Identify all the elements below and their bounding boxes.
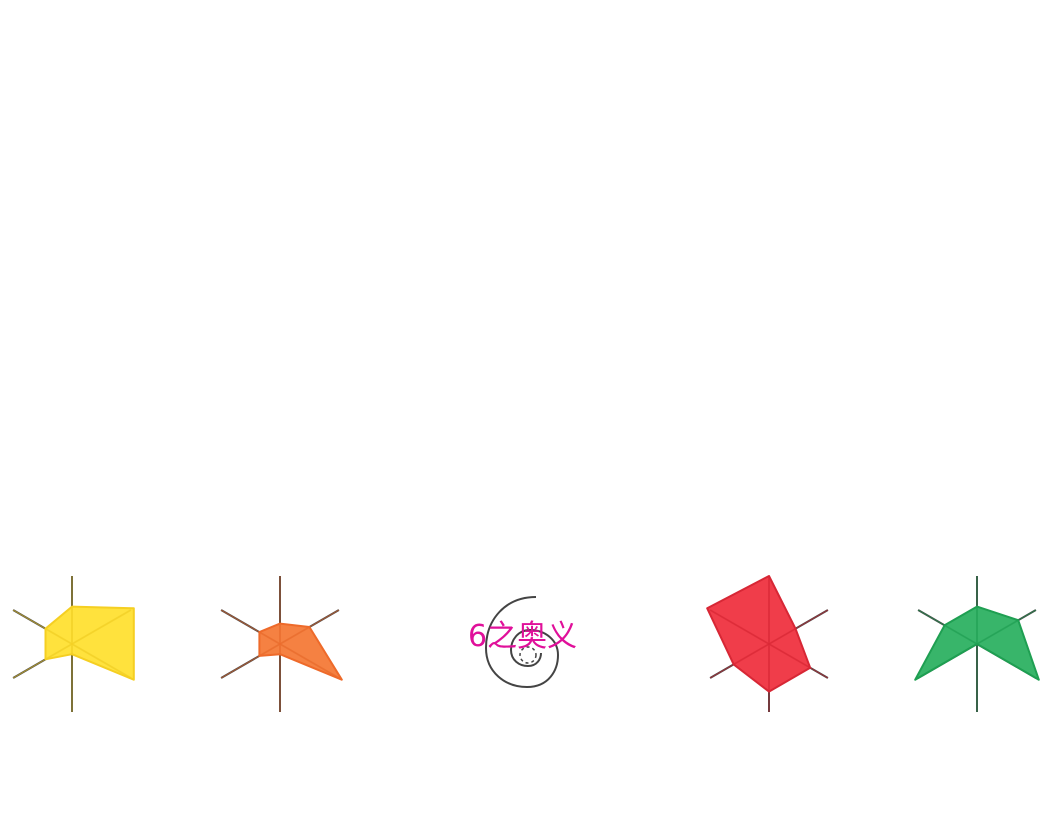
- radar-shape: [44, 605, 135, 681]
- orange-radar-icon: [220, 576, 343, 712]
- spiral-icon: [484, 596, 560, 689]
- yellow-radar-icon: [12, 576, 135, 712]
- green-radar-icon: [914, 576, 1040, 712]
- radar-inner-axis: [709, 643, 770, 679]
- radar-inner-axis: [279, 609, 340, 645]
- radar-inner-axis: [12, 609, 73, 645]
- radar-inner-axis: [279, 643, 340, 679]
- radar-inner-axis: [71, 609, 132, 645]
- radar-inner-axis: [71, 643, 132, 679]
- spiral-center-icon: [519, 646, 537, 664]
- radar-inner-axis: [768, 643, 829, 679]
- radar-shape: [706, 575, 812, 693]
- radar-inner-axis: [709, 609, 770, 645]
- red-radar-icon: [706, 575, 829, 712]
- logo-text: 6之奥义: [468, 619, 577, 654]
- radar-inner-axis: [220, 609, 281, 645]
- radar-inner-axis: [917, 643, 978, 679]
- radar-inner-axis: [976, 609, 1037, 645]
- logo: 6之奥义: [468, 596, 577, 689]
- radar-inner-axis: [220, 643, 281, 679]
- radar-inner-axis: [12, 643, 73, 679]
- radar-inner-axis: [917, 609, 978, 645]
- radar-inner-axis: [768, 609, 829, 645]
- radar-inner-axis: [976, 643, 1037, 679]
